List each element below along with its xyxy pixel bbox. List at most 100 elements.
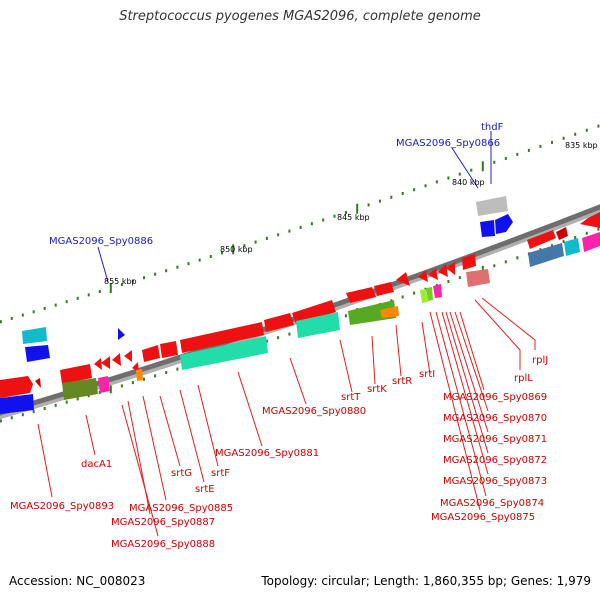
gene-label[interactable]: MGAS2096_Spy0875 [431, 512, 535, 523]
gene-feature[interactable] [564, 238, 580, 256]
gene-feature[interactable] [292, 300, 336, 324]
gene-feature[interactable] [348, 300, 396, 325]
gene-feature[interactable] [142, 345, 160, 362]
gene-feature[interactable] [527, 230, 556, 249]
map-title: Streptococcus pyogenes MGAS2096, complet… [119, 9, 481, 24]
gene-feature[interactable] [25, 345, 50, 362]
tick-mark [265, 339, 268, 343]
gene-feature[interactable] [94, 358, 102, 370]
tick-mark [10, 416, 13, 420]
gene-feature[interactable] [160, 341, 178, 358]
tick-mark [458, 172, 461, 176]
gene-feature[interactable] [180, 322, 264, 353]
gene-feature[interactable] [476, 196, 508, 216]
gene-feature[interactable] [433, 284, 442, 298]
gene-feature[interactable] [582, 232, 600, 252]
tick-mark [597, 227, 600, 231]
gene-label[interactable]: MGAS2096_Spy0886 [49, 236, 153, 247]
gene-label[interactable]: MGAS2096_Spy0871 [443, 434, 547, 445]
tick-mark [254, 240, 257, 244]
gene-feature[interactable] [438, 264, 448, 277]
gene-feature[interactable] [180, 336, 268, 370]
gene-label[interactable]: dacA1 [81, 459, 112, 470]
gene-feature[interactable] [528, 243, 564, 267]
gene-label[interactable]: MGAS2096_Spy0893 [10, 501, 114, 512]
gene-feature[interactable] [426, 287, 433, 301]
gene-feature[interactable] [136, 369, 143, 381]
gene-feature[interactable] [466, 269, 490, 287]
gene-label[interactable]: srtI [419, 369, 435, 380]
gene-feature[interactable] [264, 313, 294, 332]
gene-feature[interactable] [0, 394, 34, 414]
tick-mark [539, 144, 542, 148]
gene-label[interactable]: thdF [481, 122, 504, 133]
gene-label[interactable]: MGAS2096_Spy0869 [443, 392, 547, 403]
gene-feature[interactable] [0, 376, 33, 398]
gene-label[interactable]: srtK [367, 384, 387, 395]
gene-feature[interactable] [556, 227, 568, 240]
gene-label[interactable]: rplJ [532, 355, 548, 366]
gene-label[interactable]: MGAS2096_Spy0870 [443, 413, 547, 424]
tick-mark [120, 283, 123, 287]
tick-mark [21, 313, 24, 317]
tick-mark [401, 192, 404, 195]
gene-feature[interactable] [418, 270, 428, 282]
tick-mark [87, 394, 90, 398]
tick-mark [390, 195, 393, 199]
gene-feature[interactable] [118, 328, 125, 340]
gene-label[interactable]: MGAS2096_Spy0866 [396, 138, 500, 149]
gene-label[interactable]: MGAS2096_Spy0880 [262, 406, 366, 417]
tick-mark [401, 295, 404, 299]
gene-feature[interactable] [132, 362, 139, 372]
gene-feature[interactable] [420, 289, 428, 303]
gene-feature[interactable] [396, 272, 410, 286]
tick-mark [76, 397, 79, 401]
tick-mark [493, 264, 496, 268]
tick-mark [187, 262, 190, 266]
tick-mark [378, 199, 381, 203]
gene-feature[interactable] [480, 220, 495, 237]
kbp-label: 850 kbp [220, 245, 253, 254]
gene-feature[interactable] [374, 282, 394, 296]
gene-feature[interactable] [580, 212, 600, 228]
gene-label[interactable]: srtG [171, 468, 192, 479]
gene-feature[interactable] [60, 364, 92, 384]
tick-mark [574, 132, 577, 136]
gene-label[interactable]: MGAS2096_Spy0888 [111, 539, 215, 550]
tick-mark [154, 272, 157, 276]
tick-mark [504, 260, 507, 264]
tick-mark [562, 240, 565, 244]
gene-label[interactable]: MGAS2096_Spy0885 [129, 503, 233, 514]
gene-feature[interactable] [62, 378, 98, 400]
gene-label[interactable]: srtF [211, 468, 230, 479]
gene-feature[interactable] [380, 306, 399, 318]
gene-label[interactable]: srtE [195, 484, 215, 495]
gene-feature[interactable] [296, 312, 340, 338]
gene-feature[interactable] [346, 287, 376, 303]
gene-feature[interactable] [98, 376, 110, 393]
gene-feature[interactable] [446, 262, 455, 275]
gene-label[interactable]: srtR [392, 376, 412, 387]
gene-feature[interactable] [22, 327, 47, 344]
gene-feature[interactable] [428, 268, 438, 280]
gene-label[interactable]: rplL [514, 373, 533, 384]
tick-mark [516, 152, 519, 156]
gene-feature[interactable] [35, 378, 41, 388]
gene-label[interactable]: srtT [341, 392, 361, 403]
gene-label[interactable]: MGAS2096_Spy0887 [111, 517, 215, 528]
kbp-label: 835 kbp [565, 141, 598, 150]
gene-feature[interactable] [462, 254, 476, 270]
tick-mark [43, 306, 46, 310]
gene-feature[interactable] [124, 350, 132, 362]
tick-mark [109, 283, 112, 294]
gene-feature[interactable] [495, 214, 513, 234]
gene-label[interactable]: MGAS2096_Spy0881 [215, 448, 319, 459]
gene-feature[interactable] [101, 356, 110, 369]
tick-mark [447, 280, 450, 283]
gene-feature[interactable] [112, 353, 121, 366]
gene-label[interactable]: MGAS2096_Spy0873 [443, 476, 547, 487]
tick-mark [527, 148, 530, 152]
gene-label[interactable]: MGAS2096_Spy0872 [443, 455, 547, 466]
gene-label[interactable]: MGAS2096_Spy0874 [440, 498, 544, 509]
kbp-label: 840 kbp [452, 178, 485, 187]
